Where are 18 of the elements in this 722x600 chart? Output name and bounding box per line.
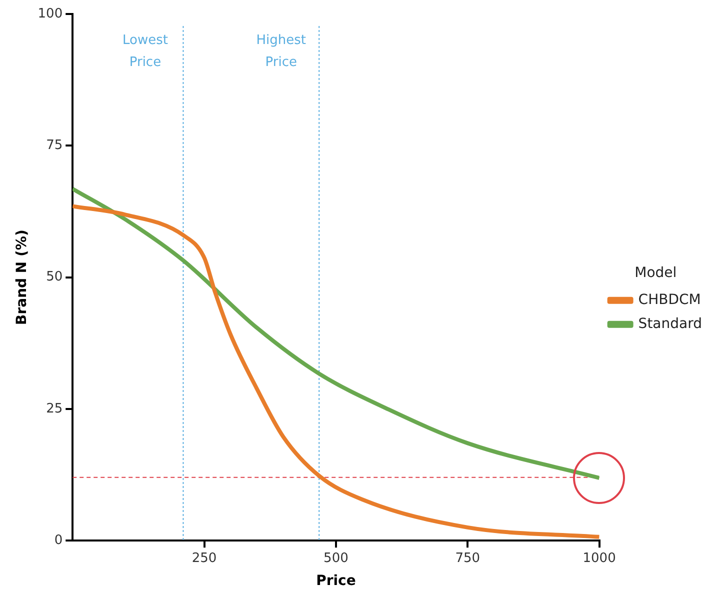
y-tick-label: 0 xyxy=(54,532,63,548)
y-tick-label: 75 xyxy=(46,138,63,154)
legend-title: Model xyxy=(634,265,677,282)
x-tick-label: 750 xyxy=(455,550,480,566)
ref-line-label: Highest Price xyxy=(256,33,306,70)
y-axis-title: Brand N (%) xyxy=(14,230,30,325)
x-tick-label: 500 xyxy=(324,550,348,566)
legend-label: Standard xyxy=(638,316,702,332)
ref-line-label: Lowest Price xyxy=(122,33,168,70)
x-axis-title: Price xyxy=(316,573,356,590)
legend-label: CHBDCM xyxy=(638,292,701,308)
x-tick-label: 250 xyxy=(192,550,217,566)
line-series xyxy=(72,204,600,539)
y-tick-label: 50 xyxy=(46,270,63,285)
y-tick-label: 100 xyxy=(38,6,63,22)
line-series xyxy=(72,186,600,480)
x-tick-label: 1000 xyxy=(582,550,616,566)
y-tick-label: 25 xyxy=(46,401,63,416)
